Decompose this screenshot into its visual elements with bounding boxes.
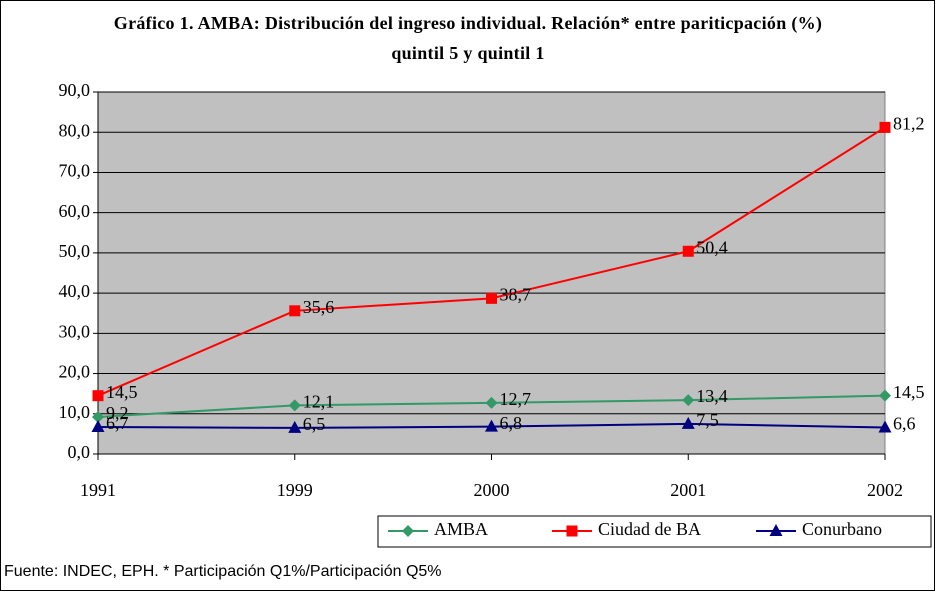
marker	[566, 525, 578, 537]
marker	[92, 410, 104, 423]
data-label: 38,7	[500, 284, 532, 304]
marker	[288, 399, 301, 412]
y-tick-label: 0,0	[68, 442, 91, 462]
plot-area	[97, 91, 886, 455]
x-tick-label: 2001	[670, 480, 706, 500]
data-label: 12,7	[500, 389, 532, 409]
marker	[879, 389, 891, 402]
data-label: 13,4	[696, 386, 728, 406]
data-label: 14,5	[106, 382, 138, 402]
data-label: 14,5	[893, 382, 925, 402]
marker	[288, 420, 302, 433]
marker	[486, 292, 497, 304]
marker	[289, 305, 301, 317]
x-tick-label: 1991	[80, 480, 116, 500]
data-label: 6,7	[106, 413, 129, 433]
y-tick-label: 90,0	[59, 80, 91, 100]
data-label: 50,4	[696, 237, 728, 257]
chart-title: Gráfico 1. AMBA: Distribución del ingres…	[113, 13, 823, 63]
x-tick-label: 2000	[474, 480, 510, 500]
data-label: 9,2	[106, 403, 129, 423]
marker	[682, 394, 695, 407]
marker	[91, 420, 105, 433]
y-tick-label: 80,0	[59, 120, 91, 140]
marker	[681, 416, 695, 429]
legend-label: Ciudad de BA	[598, 519, 701, 539]
marker	[878, 420, 892, 433]
y-tick-label: 30,0	[59, 321, 91, 341]
y-tick-label: 50,0	[59, 241, 91, 261]
marker	[485, 419, 498, 432]
data-label: 6,5	[303, 414, 326, 434]
marker	[402, 525, 414, 537]
data-label: 6,6	[893, 414, 916, 434]
data-label: 35,6	[303, 297, 335, 317]
legend-box	[377, 515, 932, 548]
marker	[92, 390, 104, 402]
y-tick-label: 70,0	[59, 161, 91, 181]
data-label: 6,8	[500, 413, 523, 433]
marker	[879, 121, 891, 133]
marker	[682, 245, 694, 257]
data-label: 81,2	[893, 114, 925, 134]
source-note: Fuente: INDEC, EPH. * Participación Q1%/…	[4, 563, 442, 580]
legend-label: Conurbano	[802, 519, 882, 539]
x-tick-label: 1999	[277, 480, 313, 500]
y-tick-label: 60,0	[59, 201, 91, 221]
y-tick-label: 20,0	[59, 362, 91, 382]
data-label: 12,1	[303, 391, 335, 411]
y-tick-label: 10,0	[59, 402, 91, 422]
marker	[769, 524, 783, 536]
legend-label: AMBA	[434, 519, 488, 539]
x-tick-label: 2002	[867, 480, 903, 500]
y-tick-label: 40,0	[59, 281, 91, 301]
marker	[485, 396, 498, 409]
data-label: 7,5	[696, 410, 719, 430]
